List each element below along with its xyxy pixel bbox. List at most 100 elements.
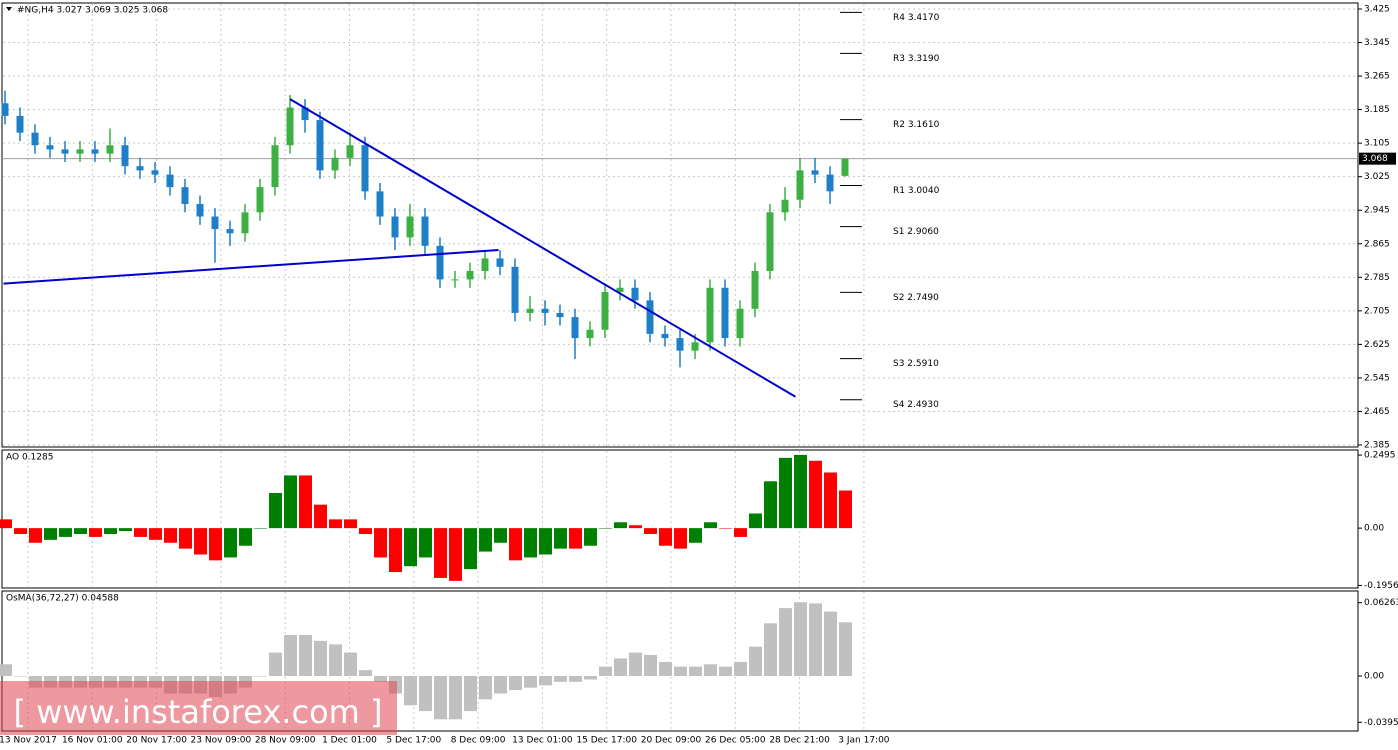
candle-body [826,174,834,192]
candle-body [121,145,129,167]
candle-body [136,166,144,171]
histogram-bar [329,519,342,529]
candle-body [151,170,159,175]
candle-body [721,287,729,339]
y-tick-label: 0.2495 [1364,451,1396,461]
histogram-bar [464,528,477,570]
candle-body [436,245,444,280]
pivot-label: S3 2.5910 [893,359,939,369]
histogram-bar [674,528,687,549]
candle-body [766,212,774,272]
candle-body [541,308,549,313]
histogram-bar [44,528,57,540]
candle-body [211,216,219,230]
x-tick-label: 23 Nov 09:00 [191,736,252,746]
histogram-bar [374,675,387,682]
histogram-bar [644,528,657,534]
candle-body [76,149,84,154]
y-tick-label: 3.025 [1364,172,1390,182]
histogram-bar [479,675,492,700]
y-tick-label: 2.465 [1364,407,1390,417]
histogram-bar [659,528,672,546]
histogram-bar [359,528,372,534]
histogram-bar [494,675,507,694]
histogram-bar [0,664,12,676]
y-tick-label: 2.705 [1364,306,1390,316]
candle-body [586,329,594,339]
candle-body [46,145,54,150]
histogram-bar [374,528,387,558]
y-tick-label: 3.105 [1364,139,1390,149]
candle-body [346,145,354,158]
histogram-bar [449,675,462,720]
histogram-bar [734,528,747,537]
pane-frame [1,449,1359,589]
candle-body [466,271,474,280]
histogram-bar [719,528,732,529]
x-tick-label: 28 Dec 21:00 [769,736,830,746]
x-tick-label: 16 Nov 01:00 [62,736,123,746]
x-tick-label: 8 Dec 09:00 [451,736,506,746]
histogram-bar [644,654,657,676]
histogram-bar [89,528,102,537]
candle-body [511,266,519,313]
histogram-bar [704,664,717,676]
x-tick-label: 20 Nov 17:00 [126,736,187,746]
candle-body [481,258,489,272]
histogram-bar [149,528,162,540]
histogram-bar [254,675,267,677]
pivot-label: R3 3.3190 [893,54,940,64]
histogram-bar [434,528,447,578]
candle-body [391,216,399,238]
histogram-bar [749,646,762,676]
candle-body [451,279,459,281]
histogram-bar [464,675,477,712]
candle-body [31,132,39,146]
histogram-bar [689,666,702,676]
pivot-label: R1 3.0040 [893,186,940,196]
histogram-bar [344,652,357,676]
histogram-bar [314,504,327,529]
candle-body [796,170,804,200]
histogram-bar [164,528,177,543]
histogram-bar [314,640,327,676]
candle-body [316,120,324,171]
histogram-bar [29,528,42,543]
histogram-bar [524,675,537,688]
histogram-bar [629,652,642,676]
histogram-bar [104,528,117,534]
histogram-bar [389,528,402,573]
candle-body [91,149,99,154]
candle-body [256,187,264,213]
watermark: [ www.instaforex.com ] [14,693,383,731]
candle-body [811,170,819,175]
x-tick-label: 15 Dec 17:00 [576,736,637,746]
histogram-bar [569,675,582,682]
candle-body [181,187,189,204]
histogram-bar [14,528,27,534]
histogram-bar [734,661,747,676]
x-tick-label: 5 Dec 17:00 [386,736,441,746]
histogram-bar [599,528,612,529]
y-tick-label: -0.1956 [1364,581,1398,591]
pivot-label: R2 3.1610 [893,120,940,130]
candle-body [751,271,759,309]
histogram-bar [839,490,852,529]
histogram-bar [614,658,627,676]
y-tick-label: -0.03955 [1364,718,1398,728]
pane-title: AO 0.1285 [6,453,53,463]
histogram-bar [284,635,297,676]
histogram-bar [569,528,582,549]
y-tick-label: 2.865 [1364,239,1390,249]
x-tick-label: 26 Dec 05:00 [705,736,766,746]
candle-body [361,145,369,192]
symbol-icon [6,7,12,11]
candle-body [631,287,639,301]
histogram-bar [239,528,252,546]
histogram-bar [824,472,837,529]
candle-body [601,291,609,330]
histogram-bar [629,525,642,529]
candle-body [781,199,789,213]
candle-body [196,203,204,217]
